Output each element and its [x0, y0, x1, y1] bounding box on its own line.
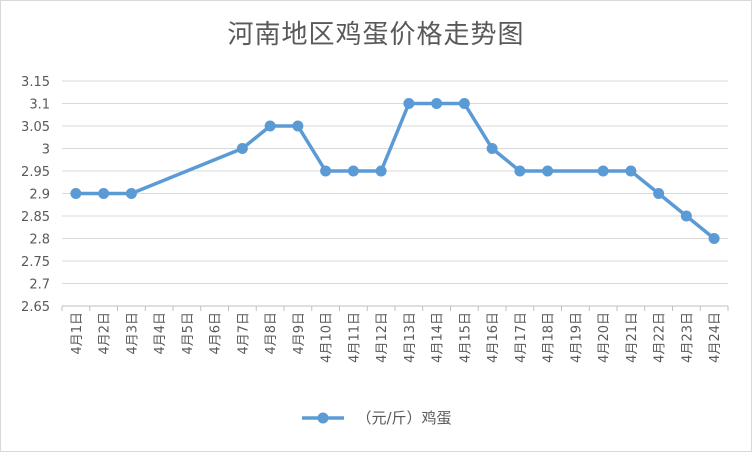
- series-line-segment: [490, 146, 522, 173]
- x-tick-label: 4月17日: [514, 312, 529, 363]
- y-tick-label: 3.05: [21, 120, 50, 135]
- legend: （元/斤）鸡蛋: [0, 407, 752, 428]
- series-line-segment: [129, 146, 245, 196]
- data-point: [292, 120, 304, 132]
- data-point: [347, 165, 359, 177]
- data-point: [431, 98, 443, 109]
- data-point: [236, 143, 248, 154]
- data-point: [653, 188, 665, 199]
- y-tick-label: 3.15: [21, 75, 50, 90]
- series-line-segment: [629, 169, 661, 196]
- x-tick-label: 4月7日: [236, 312, 251, 355]
- x-tick-label: 4月3日: [125, 312, 140, 355]
- data-point: [125, 188, 137, 199]
- y-tick-label: 2.7: [29, 278, 50, 293]
- x-tick-label: 4月14日: [431, 312, 446, 363]
- legend-swatch-marker: [317, 412, 329, 423]
- y-tick-label: 2.95: [21, 165, 50, 180]
- data-point: [680, 210, 692, 222]
- x-tick-label: 4月11日: [347, 312, 362, 363]
- series-line-segment: [379, 101, 411, 173]
- y-tick-label: 2.75: [21, 255, 50, 270]
- data-point: [708, 233, 720, 244]
- data-point: [320, 165, 332, 177]
- data-point: [542, 165, 554, 177]
- y-tick-label: 2.9: [29, 188, 50, 203]
- x-tick-label: 4月20日: [597, 312, 612, 363]
- data-point: [375, 165, 387, 177]
- series-line-segment: [684, 214, 716, 241]
- data-point: [625, 165, 637, 177]
- legend-label: （元/斤）鸡蛋: [356, 409, 452, 427]
- data-point: [98, 188, 110, 199]
- x-tick-label: 4月10日: [320, 312, 335, 363]
- data-point: [486, 143, 498, 154]
- x-tick-label: 4月6日: [209, 312, 224, 355]
- x-tick-label: 4月13日: [403, 312, 418, 363]
- data-point: [458, 98, 470, 109]
- x-tick-label: 4月15日: [458, 312, 473, 363]
- y-tick-label: 2.65: [21, 300, 50, 315]
- x-tick-label: 4月1日: [70, 312, 85, 355]
- series-line-segment: [462, 101, 494, 151]
- legend-swatch: [302, 412, 345, 423]
- x-tick-label: 4月21日: [625, 312, 640, 363]
- series-line-segment: [656, 191, 689, 218]
- y-tick-label: 3.1: [29, 98, 50, 113]
- data-point: [514, 165, 526, 177]
- series-line-segment: [296, 124, 328, 173]
- y-tick-label: 3: [42, 143, 50, 158]
- chart-title: 河南地区鸡蛋价格走势图: [227, 20, 525, 50]
- x-tick-label: 4月4日: [153, 312, 168, 355]
- data-point: [597, 165, 609, 177]
- y-tick-label: 2.85: [21, 210, 50, 225]
- x-tick-label: 4月8日: [264, 312, 279, 355]
- x-tick-label: 4月23日: [680, 312, 695, 363]
- x-tick-label: 4月12日: [375, 312, 390, 363]
- x-tick-label: 4月19日: [569, 312, 584, 363]
- x-tick-label: 4月22日: [653, 312, 668, 363]
- y-tick-label: 2.8: [29, 233, 50, 248]
- x-tick-label: 4月24日: [708, 312, 723, 363]
- data-point: [264, 120, 276, 132]
- x-tick-label: 4月18日: [542, 312, 557, 363]
- x-tick-label: 4月2日: [98, 312, 113, 355]
- data-point: [70, 188, 82, 199]
- x-tick-label: 4月16日: [486, 312, 501, 363]
- series-line-segment: [240, 124, 272, 151]
- data-point: [403, 98, 415, 109]
- x-tick-label: 4月9日: [292, 312, 307, 355]
- x-tick-label: 4月5日: [181, 312, 196, 355]
